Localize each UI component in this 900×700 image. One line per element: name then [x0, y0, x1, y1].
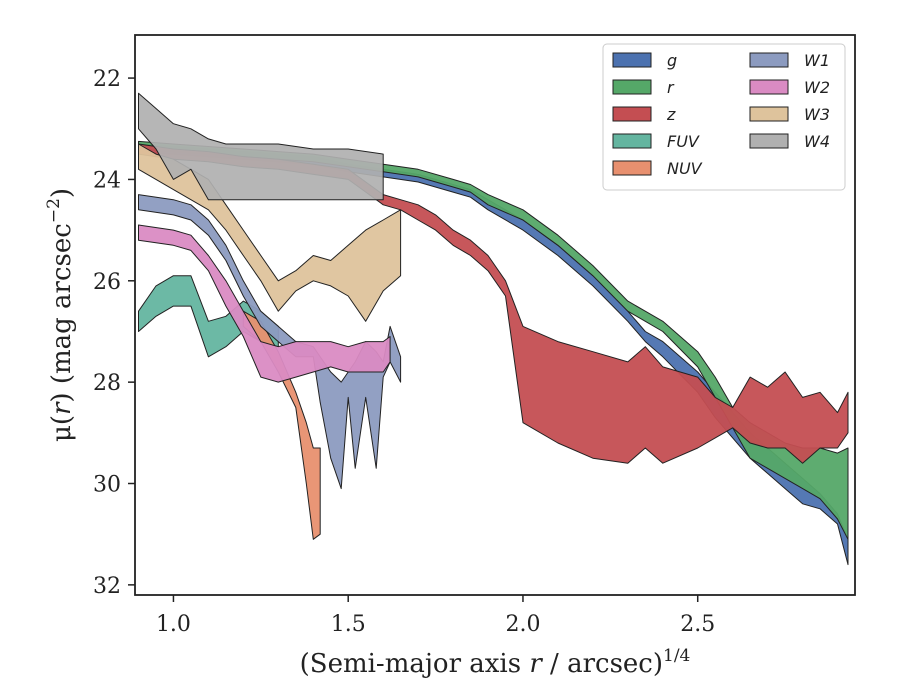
legend-label-w2: W2 [804, 78, 830, 97]
legend-item-r: r [612, 78, 675, 97]
legend-swatch-w3 [749, 106, 789, 122]
legend-label-w1: W1 [804, 51, 830, 70]
band-w4 [138, 92, 384, 201]
legend-swatch-r [612, 79, 652, 95]
y-axis-label: μ(r) (mag arcsec−2) [44, 188, 77, 442]
band-w1 [138, 194, 402, 490]
legend: grz FUV NUV W1 W2 W3 W4 [602, 43, 846, 191]
x-axis-label: (Semi-major axis r / arcsec)1/4 [300, 646, 691, 679]
legend-swatch-nuv [612, 160, 652, 176]
legend-label-w3: W3 [804, 105, 830, 124]
band-w2 [138, 224, 391, 383]
y-label-sup: −2 [44, 198, 64, 223]
plot-frame [134, 34, 856, 596]
y-tick-label: 24 [93, 168, 121, 193]
x-tick-label: 1.0 [156, 612, 191, 637]
y-label-post: ) (mag arcsec [47, 223, 77, 402]
legend-item-nuv: NUV [612, 159, 703, 178]
legend-label-g: g [667, 51, 677, 70]
y-tick-label: 26 [93, 270, 121, 295]
y-axis: 22 24 26 28 30 32 [93, 67, 135, 599]
band-z [138, 143, 849, 464]
x-label-var: r [529, 649, 543, 679]
x-axis: 1.0 1.5 2.0 2.5 [156, 595, 715, 637]
legend-swatch-w2 [749, 79, 789, 95]
legend-label-r: r [667, 78, 675, 97]
y-tick-label: 32 [93, 574, 121, 599]
legend-swatch-z [612, 106, 652, 122]
legend-label-z: z [666, 105, 676, 124]
legend-item-fuv: FUV [612, 132, 700, 151]
legend-label-w4: W4 [804, 132, 830, 151]
y-tick-label: 30 [93, 473, 121, 498]
x-label-sup: 1/4 [663, 646, 690, 666]
x-label-main: (Semi-major axis [300, 649, 530, 679]
y-label-pre: μ( [47, 415, 77, 442]
x-tick-label: 2.0 [505, 612, 540, 637]
y-tick-label: 28 [93, 371, 121, 396]
y-label-end: ) [47, 188, 77, 198]
band-r [138, 140, 849, 540]
legend-item-w4: W4 [749, 132, 830, 151]
legend-swatch-w1 [749, 52, 789, 68]
legend-item-w3: W3 [749, 105, 830, 124]
x-tick-label: 2.5 [680, 612, 715, 637]
x-tick-label: 1.5 [331, 612, 366, 637]
legend-swatch-fuv [612, 133, 652, 149]
x-label-unit: / arcsec) [542, 649, 663, 679]
legend-swatch-g [612, 52, 652, 68]
legend-swatch-w4 [749, 133, 789, 149]
y-tick-label: 22 [93, 67, 121, 92]
legend-item-z: z [612, 105, 676, 124]
legend-item-w1: W1 [749, 51, 830, 70]
legend-item-w2: W2 [749, 78, 830, 97]
plot-area [138, 92, 849, 566]
y-label-var: r [47, 401, 77, 415]
legend-label-fuv: FUV [667, 132, 700, 151]
legend-label-nuv: NUV [667, 159, 703, 178]
legend-item-g: g [612, 51, 677, 70]
